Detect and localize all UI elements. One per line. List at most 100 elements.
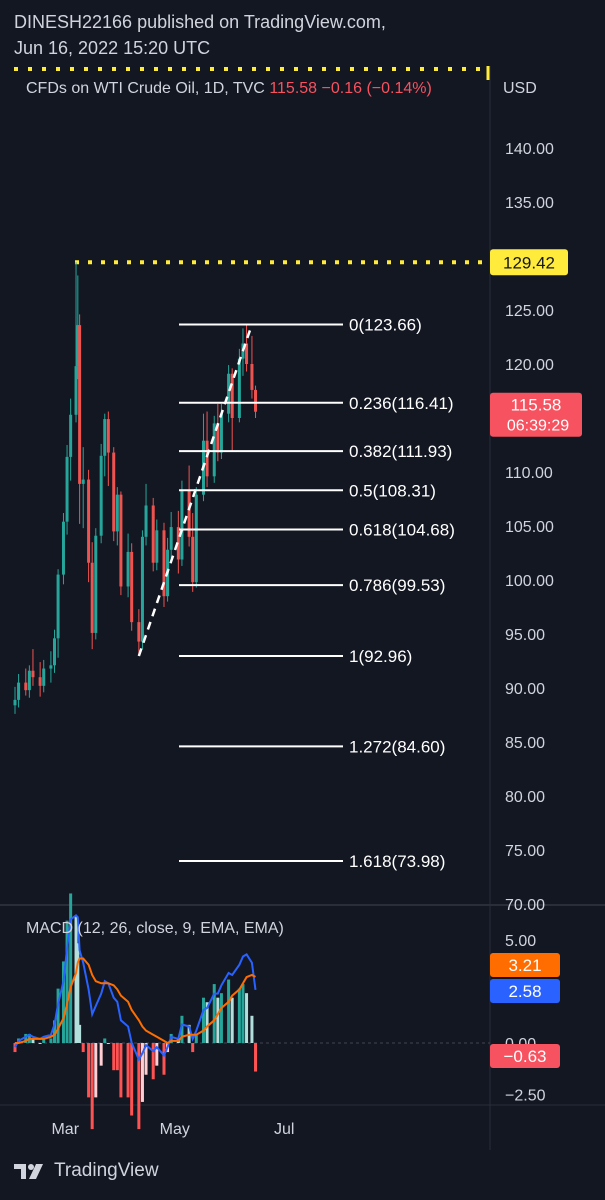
- macd-histogram-bar: [250, 1015, 254, 1043]
- candle-body: [227, 373, 231, 414]
- candle-body: [115, 494, 119, 532]
- candle-body: [24, 682, 28, 691]
- macd-histogram-bar: [94, 1043, 98, 1098]
- macd-histogram-bar: [227, 979, 231, 1043]
- candle-body: [187, 490, 191, 537]
- candle-body: [13, 699, 17, 706]
- macd-tick-label: 5.00: [505, 933, 536, 950]
- price-change: −0.16 (−0.14%): [321, 80, 432, 97]
- macd-histogram-bar: [61, 961, 65, 1043]
- price-tick-label: 90.00: [505, 681, 545, 698]
- macd-histogram-bar: [162, 1043, 166, 1075]
- macd-value-badge: [490, 979, 560, 1003]
- candle-body: [103, 419, 107, 456]
- fib-level-label: 0(123.66): [349, 315, 422, 334]
- candle-body: [151, 505, 155, 563]
- macd-histogram-bar: [103, 1038, 107, 1043]
- candle-body: [205, 440, 209, 477]
- macd-histogram-bar: [205, 1002, 209, 1043]
- candle-body: [27, 670, 31, 691]
- last-price: 115.58: [269, 80, 318, 97]
- brand-name: TradingView: [54, 1160, 159, 1181]
- macd-histogram-bar: [78, 1024, 82, 1043]
- price-tick-label: 75.00: [505, 843, 545, 860]
- macd-histogram-bar: [38, 1043, 42, 1044]
- fib-trend-line: [137, 324, 254, 657]
- macd-histogram-bar: [254, 1043, 258, 1072]
- candle-body: [99, 455, 103, 536]
- candle-body: [180, 490, 184, 560]
- candle-body: [169, 527, 173, 550]
- macd-histogram-bar: [130, 1043, 134, 1116]
- fib-level-label: 1.618(73.98): [349, 852, 445, 871]
- macd-legend: MACD (12, 26, close, 9, EMA, EMA): [26, 920, 284, 937]
- macd-histogram-bar: [155, 1043, 159, 1066]
- tradingview-footer: TradingView: [14, 1160, 159, 1182]
- price-tick-label: 110.00: [505, 465, 553, 482]
- macd-histogram-bar: [212, 984, 216, 1043]
- macd-histogram-bar: [219, 993, 223, 1043]
- time-tick-label: May: [160, 1121, 190, 1138]
- price-tick-label: 125.00: [505, 303, 554, 320]
- macd-histogram-bar: [230, 997, 234, 1043]
- candle-body: [52, 638, 56, 666]
- candle-body: [81, 479, 85, 484]
- publish-date: Jun 16, 2022 15:20 UTC: [14, 38, 211, 58]
- fib-level-label: 0.382(111.93): [349, 442, 452, 461]
- macd-histogram-bar: [119, 1043, 123, 1098]
- macd-histogram-bar: [90, 1043, 94, 1130]
- macd-histogram-bar: [241, 984, 245, 1043]
- macd-histogram-bar: [115, 1043, 119, 1071]
- time-tick-label: Jul: [274, 1121, 294, 1138]
- candle-body: [65, 456, 69, 522]
- candle-body: [17, 682, 21, 700]
- high-price-badge: [490, 249, 568, 276]
- candle-body: [42, 668, 46, 686]
- symbol-name: CFDs on WTI Crude Oil, 1D, TVC: [26, 80, 265, 97]
- price-tick-label: 135.00: [505, 195, 554, 212]
- macd-histogram-bar: [56, 988, 60, 1043]
- candle-body: [254, 389, 258, 412]
- candle-body: [61, 521, 65, 575]
- macd-histogram-bar: [191, 1043, 195, 1053]
- last-price-label: 115.58: [511, 396, 562, 415]
- candle-body: [191, 536, 195, 583]
- price-tick-label: 140.00: [505, 141, 554, 158]
- candle-body: [230, 373, 234, 418]
- symbol-legend: CFDs on WTI Crude Oil, 1D, TVC 115.58 −0…: [26, 80, 432, 98]
- fib-level-label: 0.786(99.53): [349, 576, 445, 595]
- candle-body: [144, 505, 148, 537]
- bar-countdown-label: 06:39:29: [507, 418, 569, 435]
- tradingview-logo-icon: [14, 1164, 43, 1179]
- macd-histogram-bar: [42, 1038, 46, 1043]
- fib-level-label: 0.5(108.31): [349, 481, 436, 500]
- fib-level-label: 1(92.96): [349, 647, 412, 666]
- candle-body: [212, 423, 216, 477]
- candle-body: [250, 364, 254, 390]
- macd-value-label: 2.58: [508, 982, 541, 1001]
- candle-body: [56, 574, 60, 639]
- candle-body: [87, 479, 91, 563]
- signal-value-label: 3.21: [508, 956, 541, 975]
- price-tick-label: 70.00: [505, 897, 545, 914]
- macd-histogram-bar: [140, 1043, 144, 1102]
- candle-body: [78, 325, 82, 484]
- candle-body: [126, 551, 130, 587]
- candle-body: [69, 414, 73, 457]
- fib-level-label: 1.272(84.60): [349, 737, 445, 756]
- candle-body: [245, 343, 249, 364]
- candle-body: [140, 536, 144, 642]
- currency-label: USD: [503, 80, 537, 97]
- publisher-line: DINESH22166 published on TradingView.com…: [14, 12, 386, 32]
- macd-histogram-bar: [74, 916, 78, 1043]
- candle-body: [74, 366, 78, 415]
- time-tick-label: Mar: [51, 1121, 79, 1138]
- price-tick-label: 100.00: [505, 573, 554, 590]
- macd-histogram-bar: [151, 1043, 155, 1080]
- macd-histogram-bar: [87, 1043, 91, 1098]
- macd-histogram-bar: [13, 1043, 17, 1053]
- price-tick-label: 105.00: [505, 519, 554, 536]
- candle-body: [130, 551, 134, 623]
- candle-body: [119, 494, 123, 587]
